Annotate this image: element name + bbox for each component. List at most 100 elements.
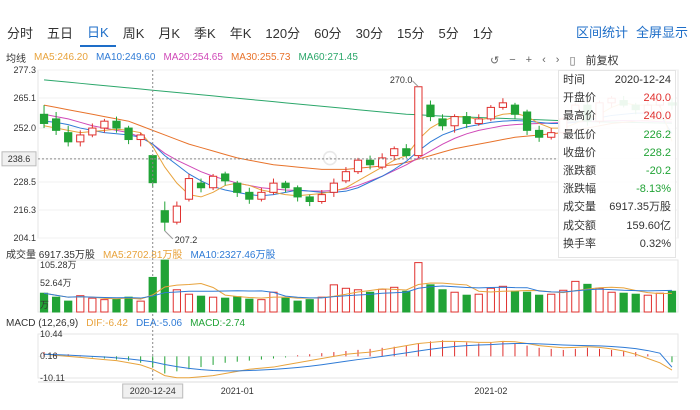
info-key: 收盘价 (563, 146, 596, 159)
chevron-right-icon[interactable]: › (555, 54, 560, 66)
info-row: 开盘价 240.0 (559, 89, 675, 107)
time-tick-label: 2021-02 (474, 386, 507, 396)
candle-body (535, 129, 544, 138)
watermark-text: ⊙ (321, 145, 339, 170)
candle-body (172, 205, 181, 223)
info-row: 时间 2020-12-24 (559, 71, 675, 89)
candle-body (426, 104, 435, 118)
fullscreen-button[interactable]: 全屏显示 (635, 25, 688, 40)
info-key: 开盘价 (563, 92, 596, 105)
candle-body (462, 116, 471, 124)
volume-bar (402, 290, 411, 313)
tab-6[interactable]: 年K (229, 26, 252, 41)
price-tick-label: 228.5 (13, 177, 36, 187)
high-annotation: 270.0 (390, 75, 413, 85)
volume-bar (474, 293, 483, 313)
volume-legend: 成交量 6917.35万股 MA5:2702.81万股 MA10:2327.46万… (6, 246, 276, 261)
volume-bar (486, 287, 495, 313)
candle-body (438, 118, 447, 127)
candle-body (547, 132, 556, 138)
candle-body (39, 113, 49, 124)
info-key: 涨跌额 (563, 164, 596, 177)
info-key: 换手率 (563, 237, 596, 250)
info-value: -20.2 (645, 164, 671, 177)
tab-4[interactable]: 月K (158, 26, 181, 41)
time-tick-label: 2020-12-24 (130, 386, 176, 396)
info-row: 成交额 159.60亿 (559, 217, 675, 235)
candle-body (317, 194, 326, 203)
candle-body (329, 182, 338, 193)
candle-body (365, 159, 375, 166)
volume-tick-label: 万 (40, 300, 49, 310)
info-row: 涨跌幅 -8.13% (559, 180, 675, 198)
candle-body (208, 175, 218, 189)
high-annotation-line (412, 80, 419, 88)
low-annotation-line (164, 230, 174, 240)
candle-body (378, 157, 387, 168)
candle-body (269, 182, 278, 193)
price-marker-box (1, 151, 37, 167)
chevron-left-icon[interactable]: ‹ (542, 54, 546, 66)
phone-icon[interactable]: ▯ (569, 54, 576, 67)
info-value: 2020-12-24 (614, 74, 671, 86)
low-annotation: 207.2 (175, 235, 198, 245)
info-key: 涨跌幅 (563, 183, 596, 196)
macd-tick-label: 10.44 (40, 329, 63, 339)
candle-body (245, 191, 254, 200)
candle-body (136, 134, 145, 141)
volume-bar (64, 300, 73, 313)
tab-5[interactable]: 季K (194, 26, 216, 41)
time-tick-label: 2021-01 (221, 386, 254, 396)
period-tabs: 分时 五日 日K 周K 月K 季K 年K 120分 60分 30分 15分 5分 1分 (0, 20, 700, 48)
ma_legend-item-2: MA20:254.65 (163, 52, 223, 63)
volume-bar (365, 291, 375, 313)
volume-tick-label: 105.28万 (40, 260, 77, 270)
macd-legend: MACD (12,26,9) DIF:-6.42 DEA:-5.06 MACD:-2… (6, 318, 245, 329)
candle-body (196, 182, 206, 189)
info-value: 6917.35万股 (609, 201, 671, 214)
info-value: -8.13% (636, 183, 671, 196)
candle-body (112, 120, 121, 129)
ma_legend-item-4: MA60:271.45 (298, 52, 358, 63)
range-stats-button[interactable]: 区间统计 (575, 25, 628, 40)
info-panel: 时间 2020-12-24 开盘价 240.0 最高价 240.0 最低价 226.2 收盘价 2… (558, 70, 676, 258)
tab-12[interactable]: 1分 (472, 26, 493, 41)
info-row: 涨跌额 -20.2 (559, 162, 675, 180)
tab-7[interactable]: 120分 (265, 26, 301, 41)
volume-bar (643, 294, 652, 313)
info-value: 0.32% (639, 237, 671, 250)
candle-body (88, 127, 97, 136)
vol_legend-item-1: MA10:2327.46万股 (190, 250, 276, 261)
tab-0[interactable]: 分时 (7, 26, 34, 41)
tab-10[interactable]: 15分 (397, 26, 425, 41)
price-tick-label: 252.0 (13, 123, 36, 133)
reset-icon[interactable]: ↺ (490, 54, 500, 67)
tab-11[interactable]: 5分 (438, 26, 459, 41)
volume-bar (583, 283, 592, 313)
info-key: 成交量 (563, 201, 596, 214)
candle-body (390, 148, 399, 157)
tab-1[interactable]: 五日 (47, 26, 74, 41)
volume-bar (269, 291, 278, 313)
candle-body (76, 134, 85, 143)
info-row: 最低价 226.2 (559, 126, 675, 144)
tab-8[interactable]: 60分 (314, 26, 342, 41)
tab-2[interactable]: 日K (80, 21, 116, 47)
volume-bar (233, 296, 242, 313)
zoom-in-icon[interactable]: + (525, 54, 533, 66)
adjust-select[interactable]: 前复权 (585, 55, 619, 67)
zoom-out-icon[interactable]: − (509, 54, 516, 66)
candle-body (184, 178, 194, 200)
candle-body (474, 118, 483, 124)
candle-body (221, 173, 230, 182)
info-key: 成交额 (563, 219, 596, 232)
volume-bar (390, 286, 399, 313)
tab-3[interactable]: 周K (122, 26, 145, 41)
info-row: 收盘价 228.2 (559, 144, 675, 162)
dif-line (43, 340, 673, 379)
info-row: 换手率 0.32% (559, 235, 675, 253)
ma_legend-item-1: MA10:249.60 (95, 52, 156, 63)
candle-body (305, 196, 314, 203)
info-value: 240.0 (643, 92, 671, 105)
tab-9[interactable]: 30分 (355, 26, 384, 41)
